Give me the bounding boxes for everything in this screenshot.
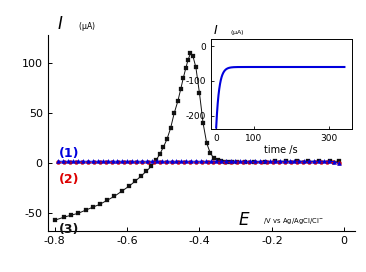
- Text: $\mathregular{_{/V\ vs\ Ag/AgCl/Cl^{-}}}$: $\mathregular{_{/V\ vs\ Ag/AgCl/Cl^{-}}}…: [263, 217, 323, 227]
- Text: (3): (3): [59, 223, 79, 236]
- Text: $E$: $E$: [238, 211, 251, 229]
- Text: (1): (1): [59, 147, 79, 160]
- Text: $\mathregular{_{(\mu A)}}$: $\mathregular{_{(\mu A)}}$: [78, 20, 96, 35]
- Text: (2): (2): [59, 173, 79, 186]
- Text: $I$: $I$: [57, 16, 63, 33]
